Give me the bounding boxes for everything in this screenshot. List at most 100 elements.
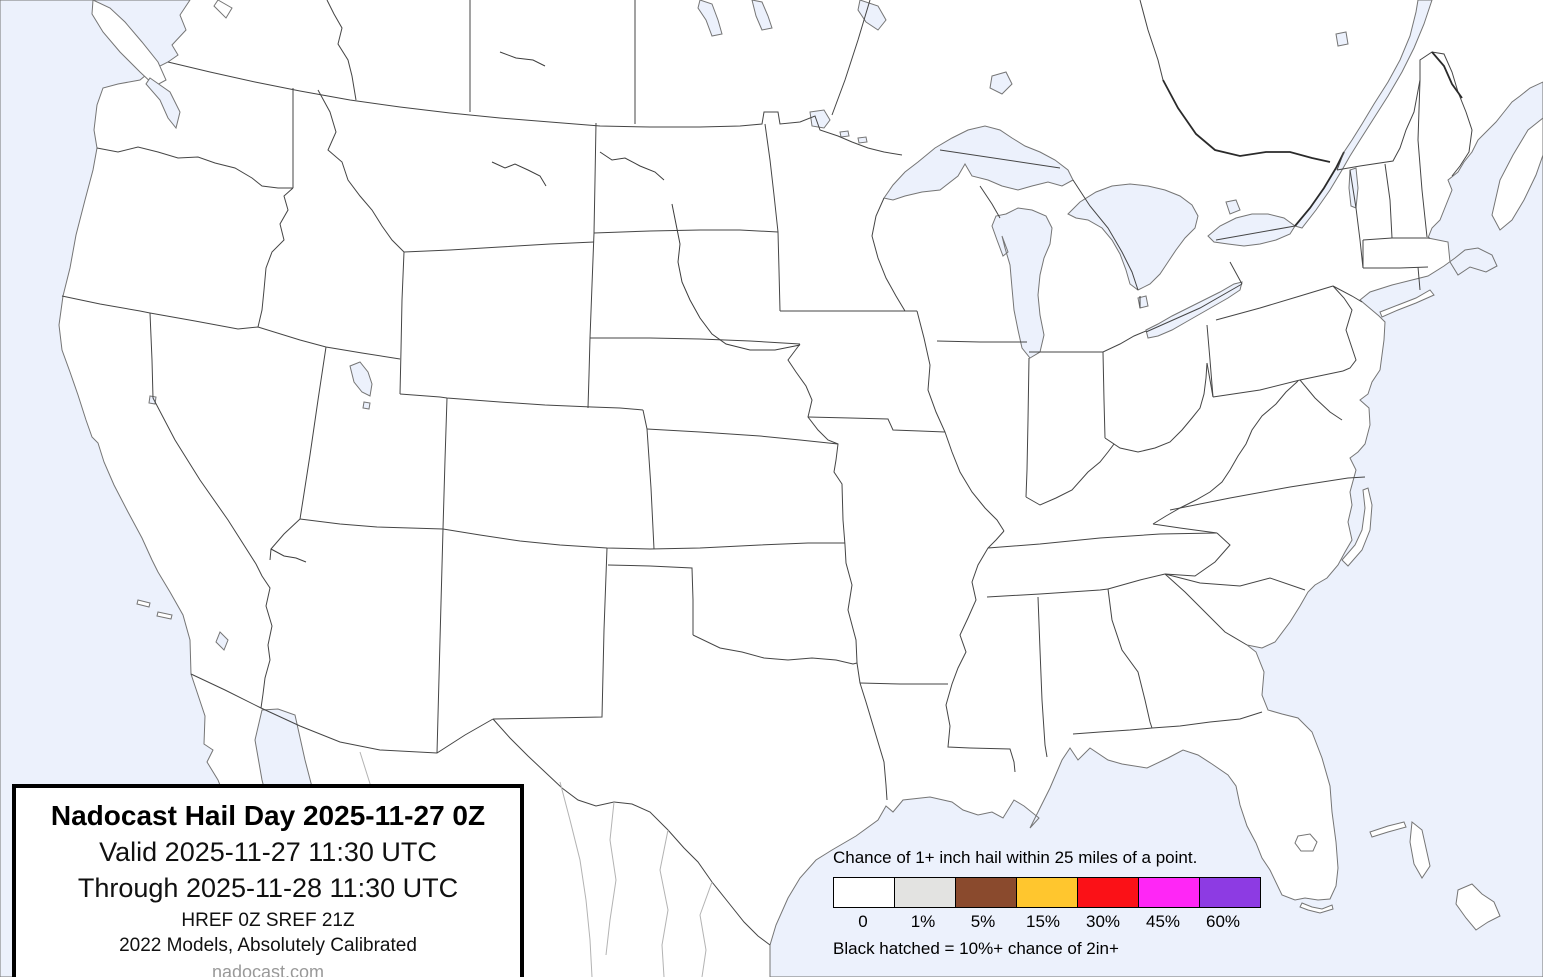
red-river-border (692, 634, 858, 665)
legend-label-30: 30% (1085, 912, 1121, 931)
arkansas-louisiana-border (859, 682, 948, 685)
coahuila-nuevo-leon-border (659, 829, 669, 977)
lake-okeechobee (1294, 833, 1318, 852)
lake-nipigon (989, 71, 1013, 95)
mississippi-alabama-border (1037, 596, 1048, 758)
legend-swatch-45 (1138, 877, 1200, 908)
lake-oahe-missouri (671, 203, 801, 351)
fort-peck-lake (491, 161, 547, 187)
forecast-models: HREF 0Z SREF 21Z (181, 910, 355, 932)
rio-grande (492, 718, 771, 946)
west-virginia-virginia-border (1152, 380, 1299, 525)
legend-swatch-30 (1077, 877, 1139, 908)
massachusetts-north-border (1362, 237, 1430, 241)
indiana-michigan-line (1029, 330, 1147, 353)
manitoba-ontario-border (831, 0, 871, 116)
great-salt-lake (349, 361, 373, 397)
st-lawrence-river (1294, 0, 1433, 229)
wv-panhandle (1206, 362, 1214, 398)
vermont-new-hampshire-border (1384, 163, 1393, 239)
wisconsin-michigan-border (979, 185, 1001, 219)
california-nevada-border (149, 312, 273, 709)
legend-hatched-note: Black hatched = 10%+ chance of 2in+ (833, 939, 1119, 958)
james-bay (857, 0, 887, 31)
forecast-title: Nadocast Hail Day 2025-11-27 0Z (50, 800, 486, 831)
virginia-north-carolina-border (1169, 476, 1366, 511)
forecast-calibration: 2022 Models, Absolutely Calibrated (119, 934, 417, 956)
indiana-ohio-border (1102, 351, 1106, 439)
legend-heading: Chance of 1+ inch hail within 25 miles o… (833, 848, 1198, 867)
ottawa-river (1162, 79, 1331, 163)
forty-second-parallel (61, 295, 401, 360)
mississippi-river-upper (916, 310, 1005, 532)
legend-label-15: 15% (1025, 912, 1061, 931)
thirty-seventh-parallel (299, 518, 845, 550)
probability-legend: Chance of 1+ inch hail within 25 miles o… (833, 848, 1263, 959)
forecast-title-box: Nadocast Hail Day 2025-11-27 0Z Valid 20… (12, 784, 524, 977)
kansas-nebraska-border (646, 428, 839, 445)
lake-simcoe (1225, 199, 1241, 215)
legend-swatch-15 (1016, 877, 1078, 908)
bahamas-island-2 (1409, 821, 1431, 879)
salton-sea (215, 631, 229, 651)
nadocast-website-link[interactable]: nadocast.com (211, 961, 325, 977)
nova-scotia (1491, 117, 1543, 231)
colorado-kansas-border (642, 409, 655, 550)
vancouver-island (91, 0, 167, 87)
connecticut-rhode-island-border (1417, 266, 1421, 291)
alabama-georgia-border (1107, 588, 1153, 729)
forty-first-parallel (399, 393, 644, 411)
forecast-valid-time: Valid 2025-11-27 11:30 UTC (99, 836, 437, 867)
new-mexico-texas-border (492, 547, 608, 720)
oregon-idaho-border (257, 187, 294, 328)
bahamas-island-1 (1369, 821, 1407, 838)
mason-dixon-line (1212, 370, 1344, 398)
idaho-montana-border (317, 89, 405, 253)
iowa-borders (780, 310, 946, 433)
oklahoma-panhandle (607, 564, 694, 635)
rainy-lakes-chain (839, 130, 868, 144)
st-lawrence-bank (1294, 151, 1345, 227)
potomac-river (1299, 379, 1343, 421)
colorado-river-lake-mead (270, 548, 307, 563)
kentucky-tennessee-border (987, 532, 1218, 549)
georgia-north-carolina-border (1107, 573, 1166, 590)
legend-label-45: 45% (1145, 912, 1181, 931)
delaware-river-border (1332, 285, 1357, 372)
nevada-utah-border (299, 346, 327, 520)
us-canada-border (167, 61, 903, 156)
bc-alberta-border (326, 0, 357, 101)
state-borders (61, 79, 1430, 946)
minnesota-west-border (764, 123, 781, 312)
legend-swatch-0 (833, 877, 895, 908)
utah-lake (362, 401, 371, 410)
montana-wyoming-border (403, 241, 595, 253)
new-york-vermont-border (1336, 151, 1364, 269)
texas-arkansas-border (856, 662, 861, 684)
islands (91, 0, 1543, 931)
legend-swatch-5 (955, 877, 1017, 908)
us-rivers (270, 51, 801, 563)
legend-label-0: 0 (858, 912, 868, 931)
dark-rivers (1162, 51, 1463, 227)
legend-label-60: 60% (1205, 912, 1241, 931)
nevada-arizona-border (269, 518, 301, 561)
utah-colorado-border (442, 397, 448, 530)
lakes (145, 0, 1433, 651)
mississippi-river-lower (945, 530, 1016, 773)
nuevo-leon-tamaulipas-border (699, 881, 713, 977)
puget-sound (145, 77, 181, 130)
north-south-dakota-border (593, 229, 779, 234)
bahamas-island-3 (1455, 883, 1501, 931)
us-mexico-border-west (190, 673, 494, 754)
ohio-pennsylvania-border (1206, 324, 1214, 398)
legend-label-row: 0 1% 5% 15% 30% 45% 60% (833, 912, 1263, 932)
illinois-indiana-border (1025, 357, 1030, 498)
lake-of-the-woods (809, 109, 831, 129)
georgia-florida-border (1151, 711, 1263, 729)
new-hampshire-maine-border (1417, 79, 1428, 238)
baja-sonora-line (605, 801, 617, 956)
channel-islands (136, 599, 173, 620)
tennessee-north-carolina-border (1164, 532, 1231, 577)
